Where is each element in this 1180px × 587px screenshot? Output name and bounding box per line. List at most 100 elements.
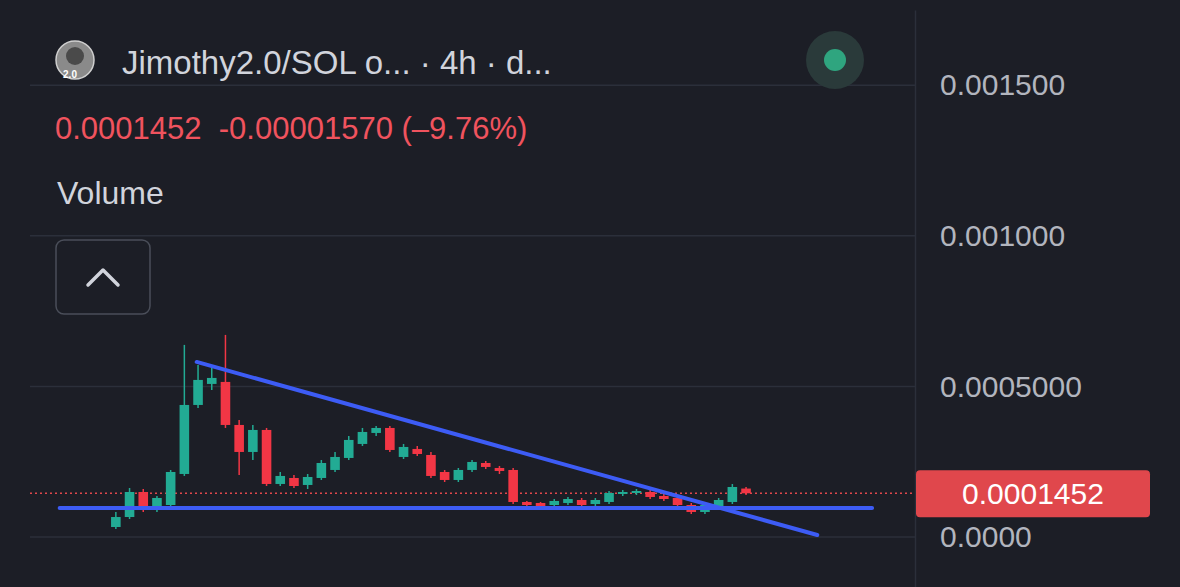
status-badge <box>806 31 864 89</box>
candle <box>399 444 409 459</box>
candle <box>289 475 299 488</box>
tick-label: 0.001000 <box>940 219 1065 252</box>
candle <box>317 460 327 480</box>
candle-body <box>275 476 285 484</box>
candle <box>412 446 422 456</box>
y-tick: 0.0005000 <box>915 370 1082 403</box>
candle <box>563 497 573 505</box>
candle <box>111 512 121 529</box>
candle-body <box>591 500 601 504</box>
candle <box>303 474 313 489</box>
candle-body <box>412 449 422 454</box>
candle-body <box>248 430 258 452</box>
candle <box>330 452 340 472</box>
candle <box>522 501 532 506</box>
candle-body <box>166 472 176 505</box>
candle-body <box>495 468 505 471</box>
candle-body <box>125 492 135 517</box>
candle-body <box>111 517 121 527</box>
candle <box>728 484 738 504</box>
candle <box>221 335 231 428</box>
price-label: 0.0001452 <box>962 477 1104 510</box>
candle <box>385 426 395 452</box>
candle-body <box>467 462 477 470</box>
candle-body <box>344 440 354 458</box>
subtitle: 0.0001452 -0.00001570 (–9.76%) <box>55 111 527 146</box>
candle-body <box>289 478 299 486</box>
candle-body <box>193 380 203 405</box>
status-dot <box>824 49 846 71</box>
grid <box>30 85 915 537</box>
candle <box>467 460 477 472</box>
candle <box>234 420 244 475</box>
candle-body <box>659 496 669 499</box>
candle <box>618 490 628 496</box>
candle-body <box>221 382 231 425</box>
candle-body <box>741 489 751 494</box>
candle-body <box>645 492 655 497</box>
candle <box>344 436 354 460</box>
avatar-face <box>66 47 84 65</box>
candle <box>358 428 368 446</box>
candle <box>207 368 217 390</box>
candle <box>262 428 272 486</box>
volume-label: Volume <box>57 175 164 211</box>
collapse-button[interactable] <box>56 240 150 314</box>
candle <box>454 468 464 482</box>
candle-body <box>549 501 559 505</box>
candle-body <box>440 472 450 480</box>
candle-body <box>262 430 272 484</box>
candle <box>440 470 450 482</box>
candle <box>741 487 751 495</box>
avatar-label: 2.0 <box>63 69 77 80</box>
tick-label: 0.001500 <box>940 68 1065 101</box>
candle-body <box>508 470 518 502</box>
candle <box>481 461 491 469</box>
candle <box>495 466 505 474</box>
candle-body <box>207 378 217 384</box>
candle <box>166 470 176 507</box>
candle-body <box>481 463 491 467</box>
candle-body <box>180 405 190 474</box>
candle-body <box>330 457 340 470</box>
candle-body <box>454 470 464 480</box>
candle-body <box>563 499 573 503</box>
candle-body <box>358 432 368 444</box>
candle-body <box>604 493 614 502</box>
header: 2.0 Jimothy2.0/SOL o... · 4h · d... 0.0001… <box>55 31 864 314</box>
y-tick: 0.0000 <box>915 520 1032 553</box>
candle <box>275 472 285 486</box>
grid-line <box>30 386 915 388</box>
plot-area <box>30 335 915 535</box>
candle <box>180 345 190 476</box>
candle <box>371 426 381 436</box>
candle-body <box>385 428 395 450</box>
candle <box>508 468 518 504</box>
tick-label: 0.0000 <box>940 520 1032 553</box>
candle <box>193 365 203 408</box>
grid-line <box>30 536 915 538</box>
candle <box>591 498 601 506</box>
trendline <box>60 506 872 510</box>
y-tick: 0.001000 <box>915 219 1065 252</box>
candle <box>604 491 614 504</box>
candle-body <box>536 503 546 506</box>
candle <box>426 452 436 478</box>
candle-body <box>522 502 532 505</box>
y-tick: 0.001500 <box>915 68 1065 101</box>
chart-svg: 0.001500 0.001000 0.0005000 0.0000 0.0001452… <box>0 0 1180 587</box>
background <box>0 0 1180 587</box>
price-line <box>30 493 915 495</box>
chevron-icon <box>88 270 118 285</box>
candle-body <box>371 428 381 433</box>
avatar <box>56 41 94 79</box>
candle <box>549 499 559 507</box>
candle-body <box>577 500 587 505</box>
tick-label: 0.0005000 <box>940 370 1082 403</box>
candle-body <box>303 477 313 485</box>
grid-line <box>30 85 915 87</box>
candle-body <box>234 425 244 452</box>
title: Jimothy2.0/SOL o... · 4h · d... <box>122 44 552 81</box>
candle-body <box>618 492 628 494</box>
candle-body <box>632 491 642 493</box>
